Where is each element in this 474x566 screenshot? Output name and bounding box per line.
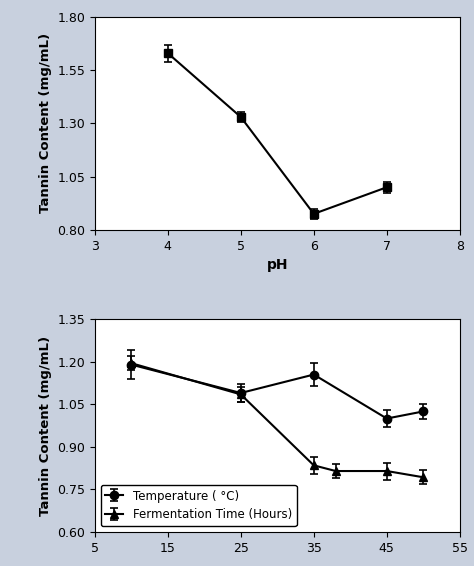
Legend: Temperature ( °C), Fermentation Time (Hours): Temperature ( °C), Fermentation Time (Ho…: [100, 485, 297, 526]
Y-axis label: Tannin Content (mg/mL): Tannin Content (mg/mL): [38, 33, 52, 213]
Y-axis label: Tannin Content (mg/mL): Tannin Content (mg/mL): [38, 336, 52, 516]
X-axis label: pH: pH: [266, 258, 288, 272]
